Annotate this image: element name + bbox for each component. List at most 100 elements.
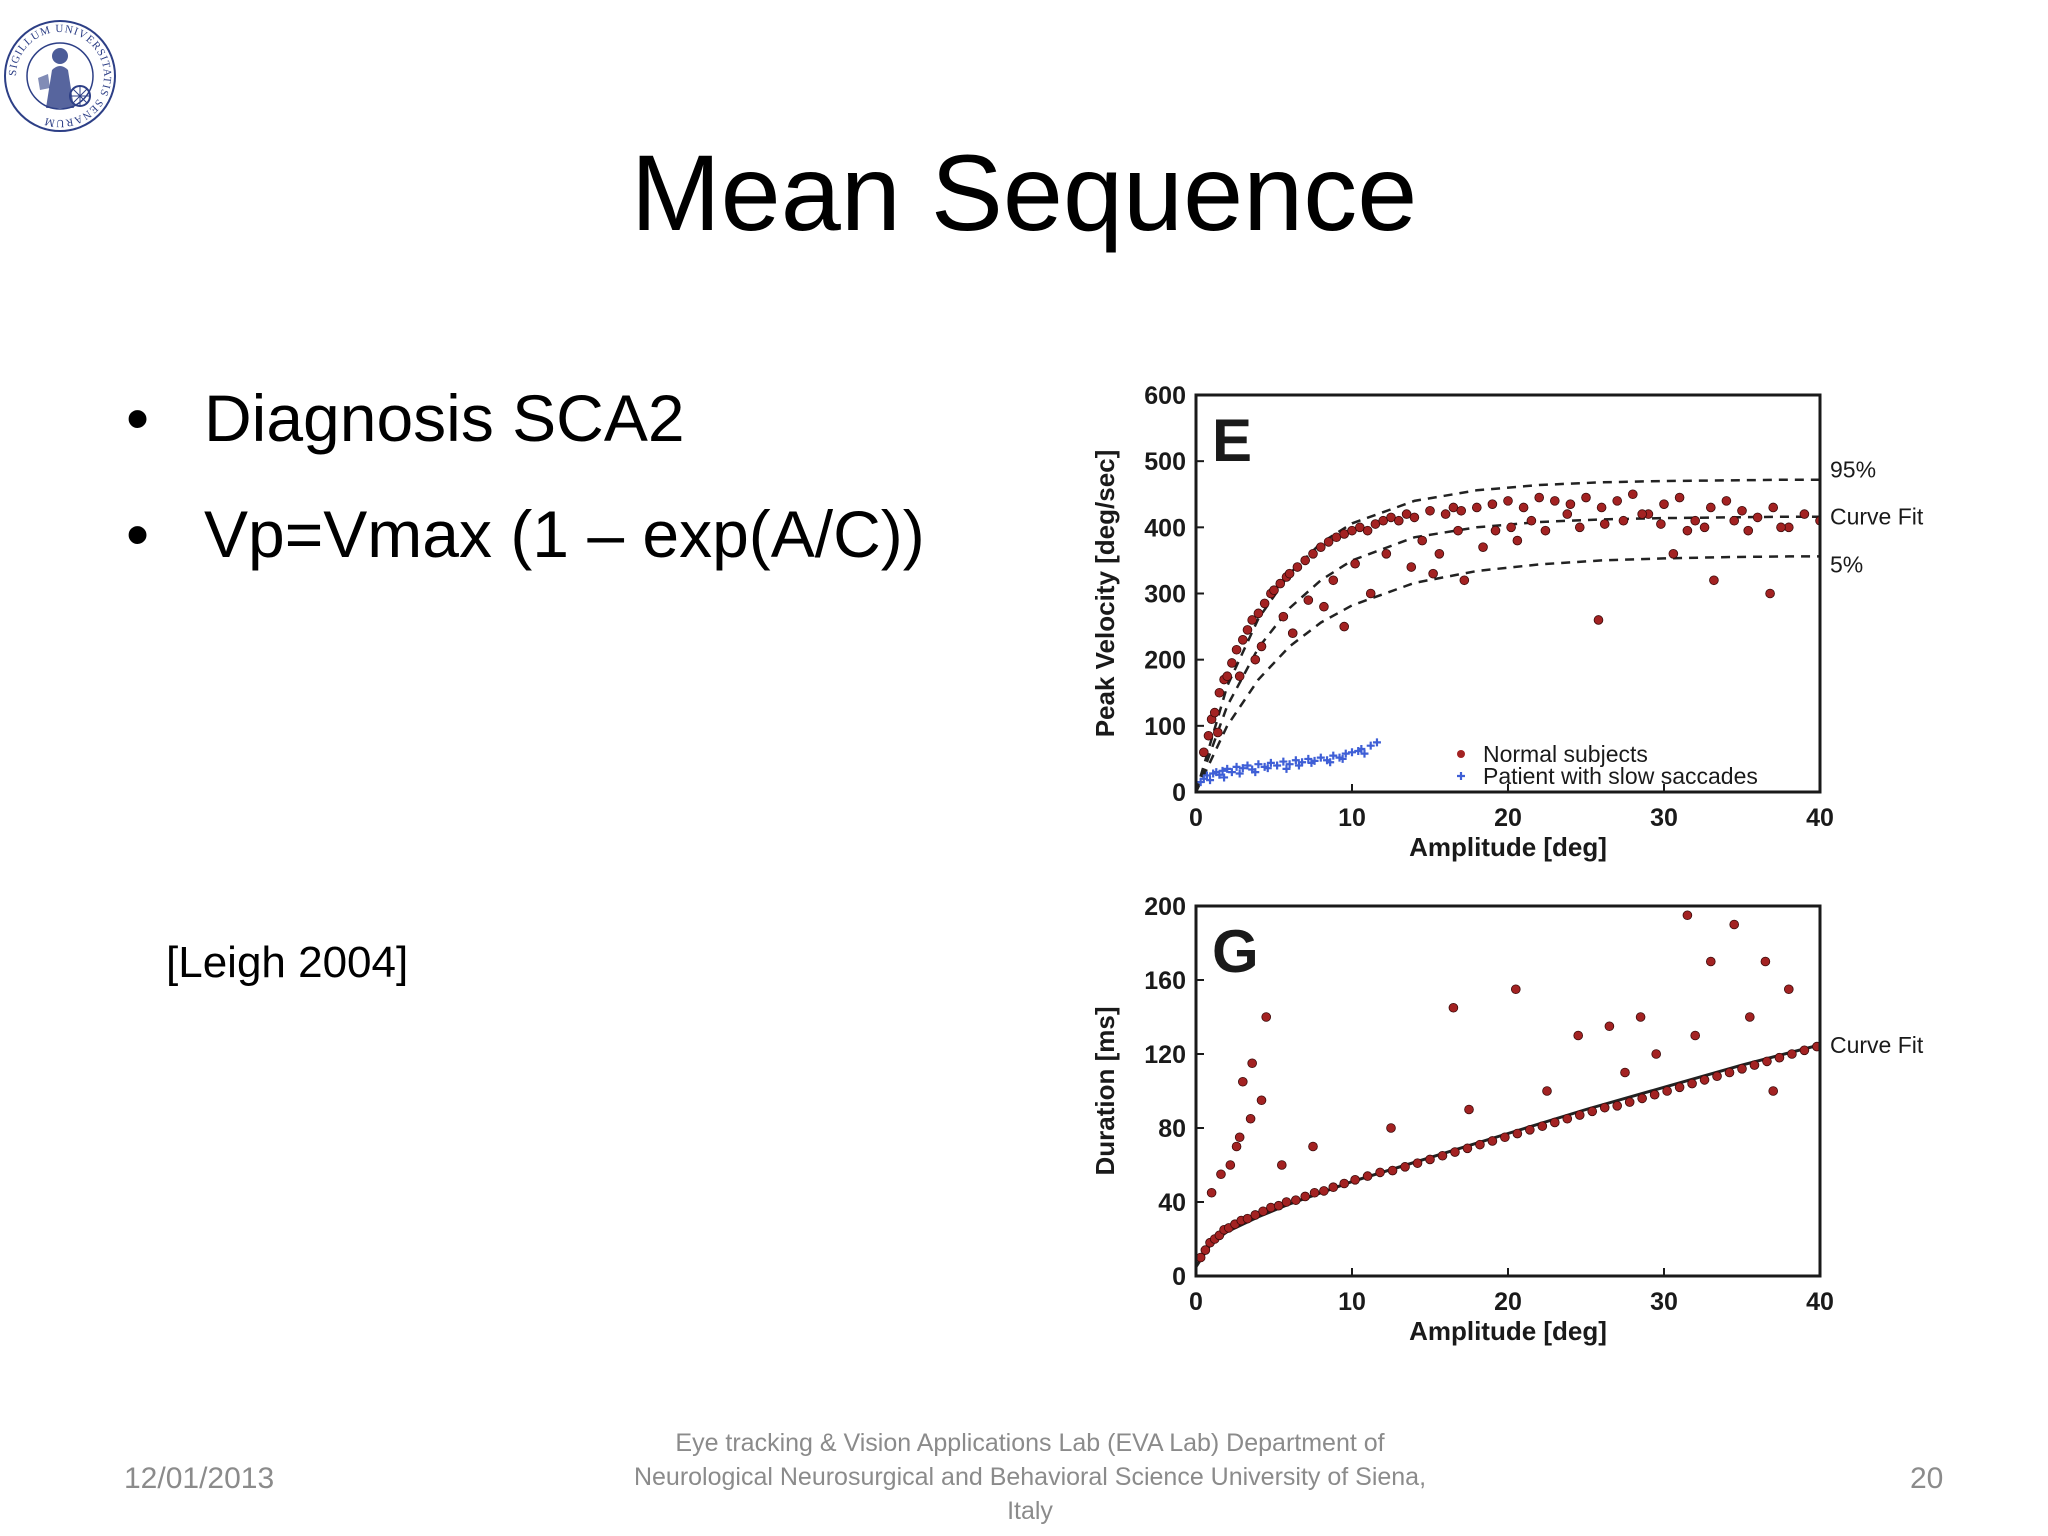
data-point [1232, 762, 1241, 771]
legend-label: Normal subjects [1483, 741, 1648, 767]
data-point [1365, 588, 1376, 599]
data-point [1573, 1030, 1584, 1041]
data-point [1459, 575, 1470, 586]
x-axis-label: Amplitude [deg] [1409, 1316, 1607, 1346]
data-point [1220, 773, 1229, 782]
data-point [1273, 761, 1282, 770]
data-point [1372, 738, 1381, 747]
data-point [1348, 748, 1356, 757]
data-point [1637, 509, 1647, 519]
data-point [1574, 1110, 1585, 1120]
data-point [1254, 760, 1263, 769]
footer-page-number: 20 [1910, 1462, 1944, 1495]
y-axis-label: Peak Velocity [deg/sec] [1090, 450, 1120, 738]
data-point [1231, 1141, 1242, 1152]
data-point [1542, 1086, 1552, 1096]
data-point [1303, 595, 1314, 605]
data-point [1319, 601, 1329, 612]
data-point [1256, 641, 1267, 652]
data-point [1487, 1136, 1498, 1146]
data-point [1292, 562, 1303, 572]
data-point [1503, 496, 1513, 506]
chart-g-svg: 0 10 20 30 40 0 40 80 120 160 200 Curve Fit G Amplitu… [1090, 893, 1924, 1346]
data-point [1562, 1113, 1573, 1124]
data-point [1238, 764, 1247, 773]
data-point [1599, 519, 1610, 529]
data-point [1200, 1245, 1211, 1255]
data-point [1762, 1056, 1772, 1067]
panel-label: G [1212, 918, 1259, 985]
data-point [1659, 499, 1669, 509]
data-point [1362, 1171, 1373, 1181]
y-tick-label: 0 [1172, 779, 1186, 807]
bullet-diagnosis: Diagnosis SCA2 [118, 380, 925, 456]
data-point [1209, 707, 1220, 718]
data-point [1729, 919, 1739, 930]
legend-marker [1457, 772, 1465, 780]
data-point [1464, 1104, 1474, 1115]
data-point [1263, 764, 1272, 773]
data-point [1253, 608, 1264, 619]
university-seal-logo: SIGILLUM UNIVERSITATIS SENARUM [2, 18, 118, 134]
data-point [1329, 751, 1338, 760]
data-point [1308, 1141, 1318, 1152]
y-tick-label: 80 [1158, 1115, 1186, 1143]
data-point [1593, 615, 1604, 625]
data-point [1760, 956, 1771, 967]
data-point [1724, 1067, 1735, 1078]
data-point [1287, 628, 1298, 639]
curve-2 [1196, 555, 1820, 792]
data-point [1250, 1210, 1261, 1220]
data-point [1581, 492, 1591, 503]
data-point [1214, 687, 1225, 698]
curve-label: 95% [1830, 457, 1876, 483]
data-point [1549, 496, 1560, 506]
data-point [1635, 1012, 1646, 1022]
panel-label: E [1212, 407, 1252, 474]
data-point [1294, 761, 1303, 770]
data-point [1425, 505, 1435, 516]
data-point [1291, 756, 1300, 765]
y-tick-label: 100 [1144, 713, 1186, 741]
data-point [1279, 757, 1288, 766]
series-0-points [1199, 489, 1820, 758]
data-point [1737, 1064, 1747, 1074]
data-point [1281, 1197, 1292, 1207]
curve-label: Curve Fit [1830, 504, 1924, 530]
footer-lab: Eye tracking & Vision Applications Lab (… [633, 1429, 1427, 1525]
data-point [1687, 1078, 1697, 1089]
slide-title: Mean Sequence [630, 132, 1418, 253]
data-point [1500, 1132, 1510, 1143]
legend-marker [1457, 750, 1465, 758]
data-point [1512, 1128, 1523, 1139]
data-point [1387, 1165, 1398, 1176]
data-point [1510, 984, 1521, 995]
curve-0 [1196, 1043, 1820, 1268]
data-point [1362, 525, 1373, 536]
x-tick-label: 10 [1338, 1288, 1366, 1316]
data-point [1776, 522, 1786, 533]
data-point [1386, 1123, 1396, 1133]
y-tick-label: 600 [1144, 382, 1186, 410]
data-point [1699, 1075, 1710, 1085]
data-point [1308, 549, 1318, 559]
data-point [1409, 512, 1420, 523]
data-point [1525, 1125, 1535, 1135]
data-point [1662, 1086, 1672, 1096]
data-point [1277, 1160, 1287, 1170]
data-point [1243, 761, 1252, 770]
data-point [1799, 1045, 1810, 1056]
data-point [1744, 1012, 1755, 1022]
data-point [1705, 502, 1716, 513]
data-point [1729, 515, 1739, 526]
data-point [1448, 1002, 1459, 1013]
data-point [1604, 1021, 1615, 1032]
data-point [1490, 525, 1501, 536]
x-tick-label: 40 [1806, 1288, 1834, 1316]
data-point [1450, 1147, 1460, 1157]
data-point [1768, 502, 1778, 513]
data-point [1799, 509, 1810, 519]
data-point [1227, 658, 1237, 668]
data-point [1206, 1187, 1217, 1198]
data-point [1612, 1101, 1622, 1111]
